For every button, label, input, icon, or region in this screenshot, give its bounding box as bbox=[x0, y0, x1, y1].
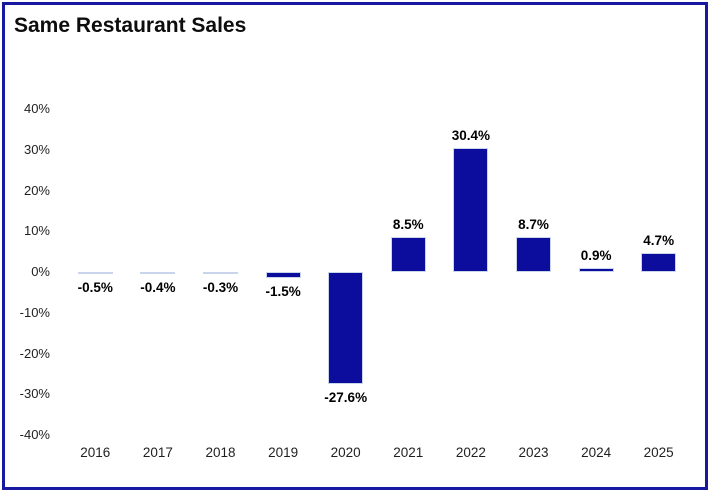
bar-2025 bbox=[641, 252, 677, 272]
y-axis-tick-label: 20% bbox=[23, 182, 50, 198]
bar-value-label: -0.3% bbox=[202, 280, 239, 295]
bar-value-label: -1.5% bbox=[265, 284, 301, 300]
bar-2023 bbox=[516, 236, 551, 272]
x-axis-year-label: 2024 bbox=[581, 445, 612, 460]
bar-2018 bbox=[203, 272, 238, 274]
bar-value-label: 8.7% bbox=[518, 216, 549, 232]
bar-value-label: -0.5% bbox=[77, 280, 113, 296]
bar-value-label: 0.9% bbox=[580, 248, 612, 264]
y-axis-tick-label: -10% bbox=[19, 304, 50, 320]
bar-value-label: 30.4% bbox=[451, 128, 491, 144]
y-axis-tick-label: 30% bbox=[23, 141, 50, 157]
x-axis-year-label: 2020 bbox=[330, 445, 361, 460]
x-axis-year-label: 2023 bbox=[518, 445, 549, 460]
x-axis-year-label: 2019 bbox=[268, 445, 299, 460]
y-axis-tick-label: -20% bbox=[19, 345, 50, 361]
bar-2020 bbox=[328, 272, 364, 385]
bar-value-label: -0.4% bbox=[140, 280, 176, 295]
x-axis-year-label: 2018 bbox=[205, 445, 236, 460]
y-axis-tick-label: 40% bbox=[23, 101, 50, 116]
bar-2024 bbox=[578, 268, 614, 272]
bar-2019 bbox=[265, 272, 301, 279]
bar-value-label: 8.5% bbox=[392, 217, 424, 233]
y-axis-tick-label: -40% bbox=[19, 427, 50, 442]
x-axis-year-label: 2021 bbox=[393, 445, 424, 460]
bar-value-label: -27.6% bbox=[324, 390, 368, 406]
bar-value-label: 4.7% bbox=[643, 232, 675, 248]
bar-2016 bbox=[77, 272, 113, 275]
y-axis-tick-label: 0% bbox=[31, 264, 50, 279]
bar-2021 bbox=[390, 237, 426, 272]
bar-2017 bbox=[140, 272, 176, 274]
chart-title: Same Restaurant Sales bbox=[14, 14, 247, 37]
x-axis-year-label: 2017 bbox=[142, 445, 173, 460]
x-axis-year-label: 2016 bbox=[80, 445, 111, 460]
x-axis-year-label: 2022 bbox=[455, 445, 486, 460]
y-axis-tick-label: -30% bbox=[19, 386, 50, 402]
y-axis-tick-label: 10% bbox=[23, 223, 50, 239]
x-axis-year-label: 2025 bbox=[643, 445, 674, 460]
bar-2022 bbox=[453, 148, 489, 272]
